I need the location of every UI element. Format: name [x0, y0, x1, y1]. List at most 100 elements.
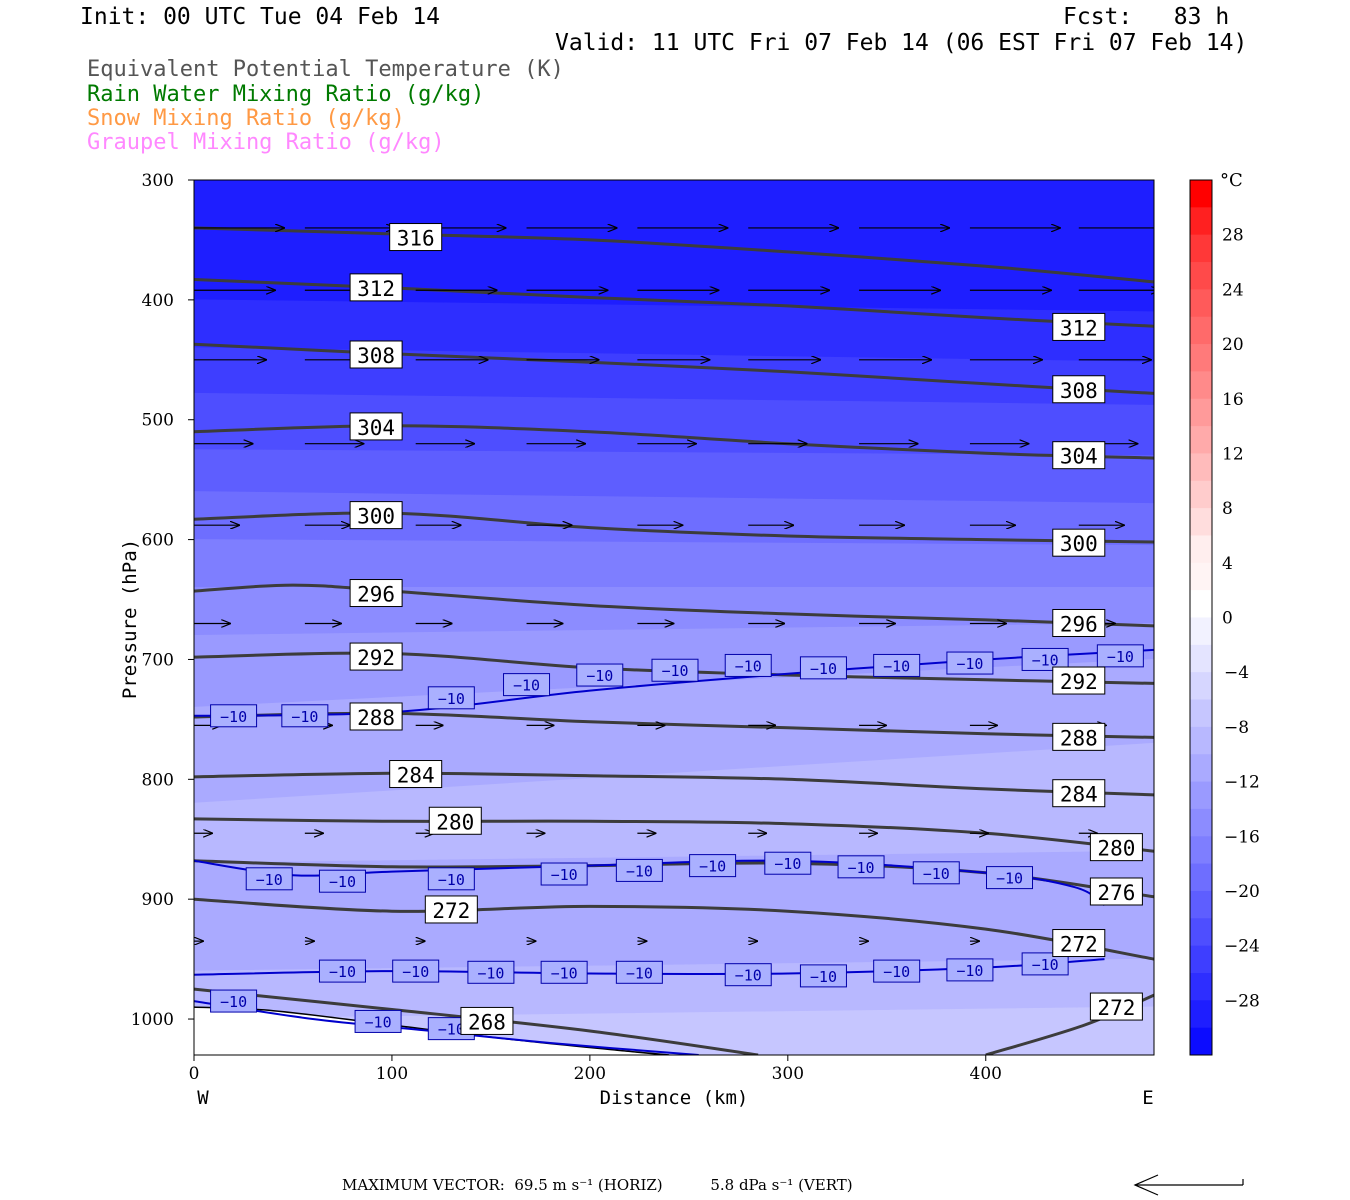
isotherm-label: −10 [513, 677, 540, 695]
isotherm-label: −10 [329, 963, 356, 981]
isotherm-label: −10 [1107, 648, 1134, 666]
y-tick-label: 500 [142, 411, 174, 431]
isotherm-label-box [427, 686, 475, 710]
theta-e-label: 284 [397, 764, 435, 788]
theta-e-label: 292 [357, 646, 395, 670]
colorbar-tick-label: −4 [1224, 663, 1249, 683]
isotherm-label-box [354, 1009, 402, 1033]
colorbar-tick-label: 12 [1222, 444, 1244, 464]
isotherm-label-box [689, 854, 737, 878]
theta-e-label: 288 [357, 706, 395, 730]
colorbar-swatch [1190, 863, 1212, 892]
colorbar-unit: °C [1220, 170, 1243, 191]
colorbar-tick-label: 8 [1222, 499, 1233, 519]
theta-e-label: 300 [1060, 532, 1098, 556]
init-time: Init: 00 UTC Tue 04 Feb 14 [80, 4, 441, 30]
isotherm-label-box [724, 653, 772, 677]
y-tick-label: 900 [142, 890, 174, 910]
theta-e-label: 308 [357, 344, 395, 368]
colorbar-swatch [1190, 289, 1212, 318]
theta-e-label-box [1089, 833, 1143, 862]
colorbar-swatch [1190, 590, 1212, 618]
colorbar-swatch [1190, 972, 1212, 1001]
isotherm-label-box [540, 960, 588, 984]
colorbar-tick-label: −8 [1224, 718, 1249, 738]
isotherm-label-box [1021, 647, 1069, 671]
colorbar-swatch [1190, 726, 1212, 755]
colorbar-swatch [1190, 617, 1212, 646]
colorbar-swatch [1190, 808, 1212, 837]
isotherm-label-box [799, 964, 847, 988]
colorbar-tick-label: −24 [1224, 937, 1260, 957]
isotherm-label: −10 [626, 964, 653, 982]
temperature-band [194, 449, 1154, 505]
x-axis-label: Distance (km) [600, 1087, 749, 1109]
temperature-band [194, 180, 1154, 227]
theta-e-label-box [1052, 666, 1106, 695]
colorbar-swatch [1190, 699, 1212, 728]
wind-vectors [194, 228, 1154, 941]
isotherm-label: −10 [438, 871, 465, 889]
isotherm-label: −10 [291, 708, 318, 726]
colorbar-swatch [1190, 562, 1212, 591]
y-tick-label: 700 [142, 650, 174, 670]
colorbar-tick-label: 24 [1222, 280, 1244, 300]
colorbar-swatch [1190, 836, 1212, 865]
colorbar-tick-label: 4 [1222, 554, 1233, 574]
isotherm-label: −10 [477, 964, 504, 982]
y-tick-label: 400 [142, 291, 174, 311]
isotherm-label: −10 [1032, 956, 1059, 974]
colorbar-tick-label: −16 [1224, 827, 1260, 847]
isotherm-label: −10 [438, 1021, 465, 1039]
y-axis-label: Pressure (hPa) [119, 539, 141, 699]
isotherm-label: −10 [1032, 651, 1059, 669]
theta-e-label-box [1052, 722, 1106, 751]
colorbar-tick-label: 28 [1222, 226, 1244, 246]
isotherm-labels: −10 −10 −10 −10 −10 −10 −10 −10 −10 −10 −10 −10 −10 −… [210, 644, 1144, 1041]
colorbar-swatch [1190, 1000, 1212, 1029]
colorbar-frame [1189, 179, 1213, 1056]
colorbar-swatch [1190, 371, 1212, 400]
isotherm-label: −10 [956, 962, 983, 980]
theta-e-label: 288 [1060, 726, 1098, 750]
isotherm-label: −10 [365, 1013, 392, 1031]
theta-e-label-box [349, 340, 403, 369]
theta-e-label-box [349, 702, 403, 731]
theta-e-label: 292 [1060, 670, 1098, 694]
isotherm-label-box [245, 867, 293, 891]
colorbar-swatch [1190, 945, 1212, 974]
theta-e-label: 272 [1097, 996, 1135, 1020]
colorbar-tick-label: −20 [1224, 882, 1260, 902]
isotherm-label: −10 [551, 866, 578, 884]
theta-e-label-box [349, 642, 403, 671]
isotherm-label-box [576, 663, 624, 687]
isotherm-label: −10 [883, 657, 910, 675]
isotherm-label-box [210, 704, 258, 728]
max-vector-arrow [1133, 1174, 1244, 1196]
isotherm-label: −10 [883, 963, 910, 981]
isotherm-label-box [946, 958, 994, 982]
isotherm-label-box [946, 651, 994, 675]
theta-e-label-box [428, 806, 482, 835]
temperature-band [194, 347, 1154, 406]
theta-e-label-box [1052, 528, 1106, 557]
isotherm-label: −10 [923, 865, 950, 883]
theta-e-label-box [1052, 608, 1106, 637]
colorbar-swatch [1190, 453, 1212, 482]
theta-e-label-box [1052, 779, 1106, 808]
isotherm-label: −10 [586, 667, 613, 685]
theta-e-label-box [349, 412, 403, 441]
x-tick-label: 200 [574, 1064, 606, 1084]
colorbar-tick-label: −28 [1224, 991, 1260, 1011]
colorbar-tick-label: 20 [1222, 335, 1244, 355]
isotherm-label-box [799, 656, 847, 680]
colorbar-swatch [1190, 262, 1212, 290]
isotherm-label-box [837, 855, 885, 879]
isotherm-label-box [912, 861, 960, 885]
forecast-hour: Fcst: 83 h [1063, 4, 1230, 30]
colorbar-swatch [1190, 207, 1212, 236]
colorbar-swatch [1190, 180, 1212, 208]
theta-e-labels: 316 312 312 308 308 304 304 300 300 296 296 292 292 2… [349, 223, 1143, 1035]
valid-time: Valid: 11 UTC Fri 07 Feb 14 (06 EST Fri … [555, 30, 1248, 56]
theta-e-line [194, 583, 1154, 628]
